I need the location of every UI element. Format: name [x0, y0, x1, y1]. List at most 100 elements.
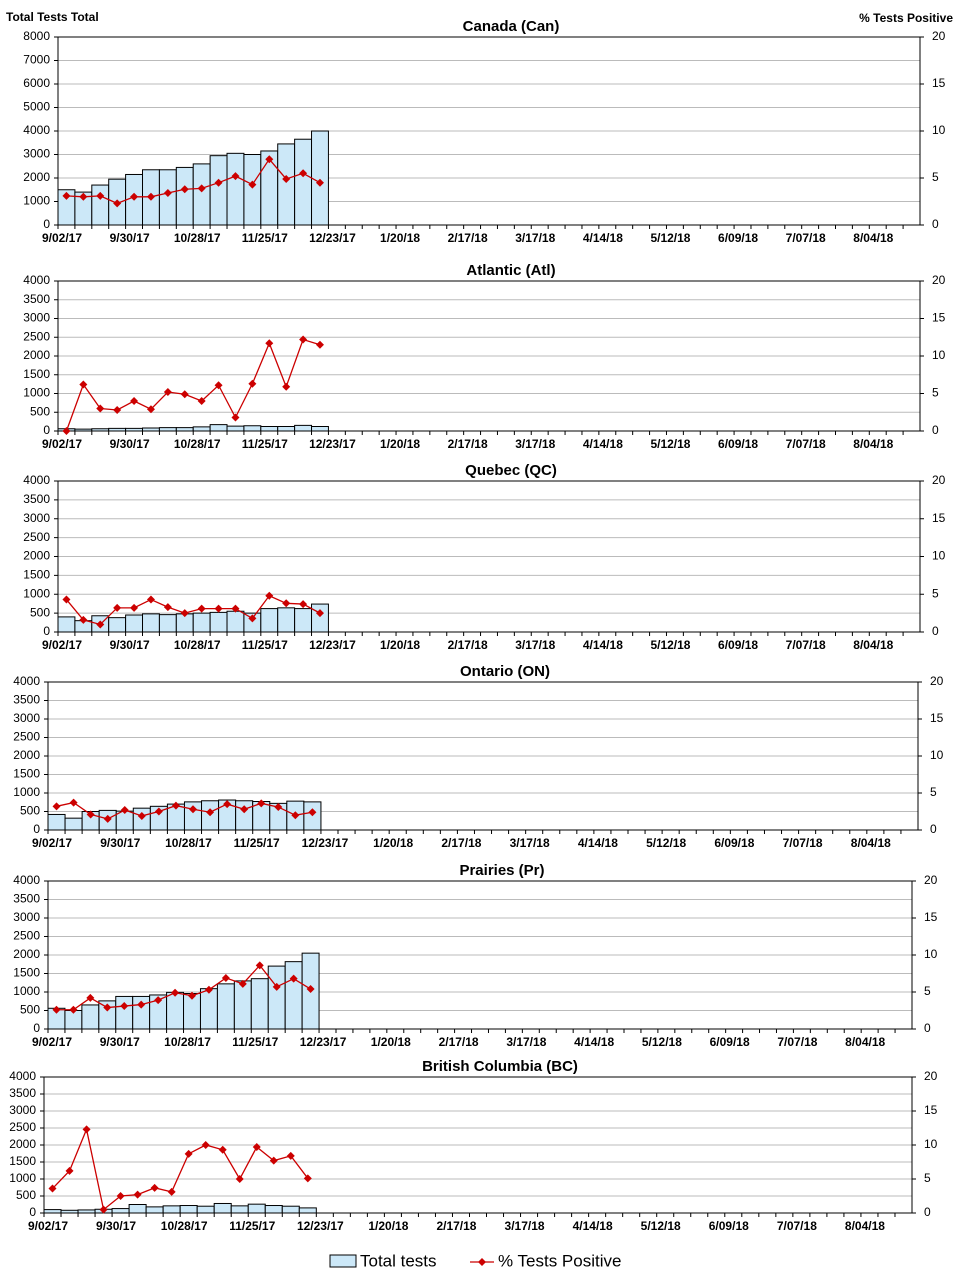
y2-tick-label: 15	[932, 76, 946, 90]
x-tick-label: 3/17/18	[506, 1035, 546, 1049]
chart-title: British Columbia (BC)	[422, 1058, 578, 1075]
y2-tick-label: 20	[924, 1069, 938, 1083]
y-tick-label: 3500	[13, 892, 40, 906]
y-tick-label: 5000	[23, 100, 50, 114]
line	[65, 594, 321, 626]
y2-tick-label: 10	[924, 1137, 938, 1151]
marker	[214, 604, 223, 613]
x-tick-label: 6/09/18	[718, 231, 758, 245]
marker	[255, 961, 264, 970]
y-tick-label: 2500	[13, 730, 40, 744]
bar	[115, 995, 134, 1030]
y-tick-label: 4000	[13, 674, 40, 688]
x-tick-label: 3/17/18	[505, 1219, 545, 1233]
bar	[77, 1209, 96, 1214]
marker	[197, 604, 206, 613]
x-tick-label: 8/04/18	[845, 1219, 885, 1233]
y-tick-label: 0	[43, 217, 50, 231]
bar	[145, 1206, 164, 1214]
y2-tick-label: 20	[932, 273, 946, 287]
x-tick-label: 9/02/17	[32, 836, 72, 850]
bar	[243, 154, 262, 226]
bar	[111, 1208, 130, 1214]
marker	[231, 172, 240, 181]
x-tick-label: 7/07/18	[786, 231, 826, 245]
y-tick-label: 2000	[13, 947, 40, 961]
bar	[179, 1205, 198, 1214]
bar	[91, 428, 110, 432]
legend-marker	[478, 1258, 486, 1266]
marker	[282, 174, 291, 183]
marker	[214, 381, 223, 390]
x-tick-label: 4/14/18	[583, 638, 623, 652]
bar	[158, 427, 177, 432]
bar	[162, 1205, 181, 1214]
marker	[184, 1149, 193, 1158]
bar	[74, 428, 93, 432]
x-tick-label: 4/14/18	[574, 1035, 614, 1049]
y2-tick-label: 10	[932, 348, 946, 362]
y-tick-label: 2500	[13, 929, 40, 943]
y-tick-label: 4000	[13, 873, 40, 887]
legend-label: % Tests Positive	[498, 1251, 621, 1270]
y-tick-label: 2000	[23, 348, 50, 362]
y-tick-label: 1000	[23, 386, 50, 400]
y2-tick-label: 10	[924, 947, 938, 961]
y-tick-label: 3000	[13, 910, 40, 924]
bar	[108, 617, 127, 633]
marker	[120, 1002, 129, 1011]
x-tick-label: 9/30/17	[110, 231, 150, 245]
marker	[113, 603, 122, 612]
marker	[99, 1205, 108, 1214]
bar	[311, 426, 329, 432]
x-tick-label: 3/17/18	[510, 836, 550, 850]
bar	[294, 138, 313, 226]
x-tick-label: 5/12/18	[650, 231, 690, 245]
y-tick-label: 3000	[9, 1103, 36, 1117]
y-tick-label: 1000	[23, 586, 50, 600]
y2-tick-label: 0	[924, 1205, 931, 1219]
marker	[86, 810, 95, 819]
x-tick-label: 2/17/18	[439, 1035, 479, 1049]
x-tick-label: 10/28/17	[161, 1219, 208, 1233]
marker	[137, 1000, 146, 1009]
y-tick-label: 3500	[9, 1086, 36, 1100]
y2-tick-label: 5	[932, 386, 939, 400]
y-tick-label: 1500	[23, 367, 50, 381]
y2-tick-label: 20	[924, 873, 938, 887]
y-tick-label: 3000	[23, 311, 50, 325]
plot-frame	[57, 280, 921, 432]
bar	[243, 425, 262, 432]
x-tick-label: 12/23/17	[309, 437, 356, 451]
marker	[221, 973, 230, 982]
y-tick-label: 0	[43, 423, 50, 437]
bar	[60, 1209, 79, 1214]
x-tick-label: 2/17/18	[441, 836, 481, 850]
x-tick-label: 9/30/17	[110, 638, 150, 652]
x-tick-label: 5/12/18	[650, 437, 690, 451]
y-tick-label: 1000	[9, 1171, 36, 1185]
y-tick-label: 2500	[23, 329, 50, 343]
y-tick-label: 8000	[23, 29, 50, 43]
line	[56, 964, 311, 1011]
bar	[64, 817, 83, 831]
plot-frame	[57, 36, 921, 226]
bar	[175, 166, 194, 226]
bar	[267, 965, 286, 1030]
x-tick-label: 11/25/17	[242, 231, 288, 245]
marker	[299, 600, 308, 609]
bar	[235, 800, 254, 831]
chart-title: Prairies (Pr)	[459, 862, 544, 879]
y2-tick-label: 15	[930, 711, 944, 725]
marker	[69, 1005, 78, 1014]
bar	[91, 184, 110, 226]
marker	[96, 620, 105, 629]
marker	[299, 335, 308, 344]
x-tick-label: 8/04/18	[851, 836, 891, 850]
bar	[216, 983, 235, 1030]
x-tick-label: 12/23/17	[297, 1219, 344, 1233]
x-tick-label: 4/14/18	[578, 836, 618, 850]
bar	[209, 611, 228, 633]
x-tick-label: 1/20/18	[373, 836, 413, 850]
